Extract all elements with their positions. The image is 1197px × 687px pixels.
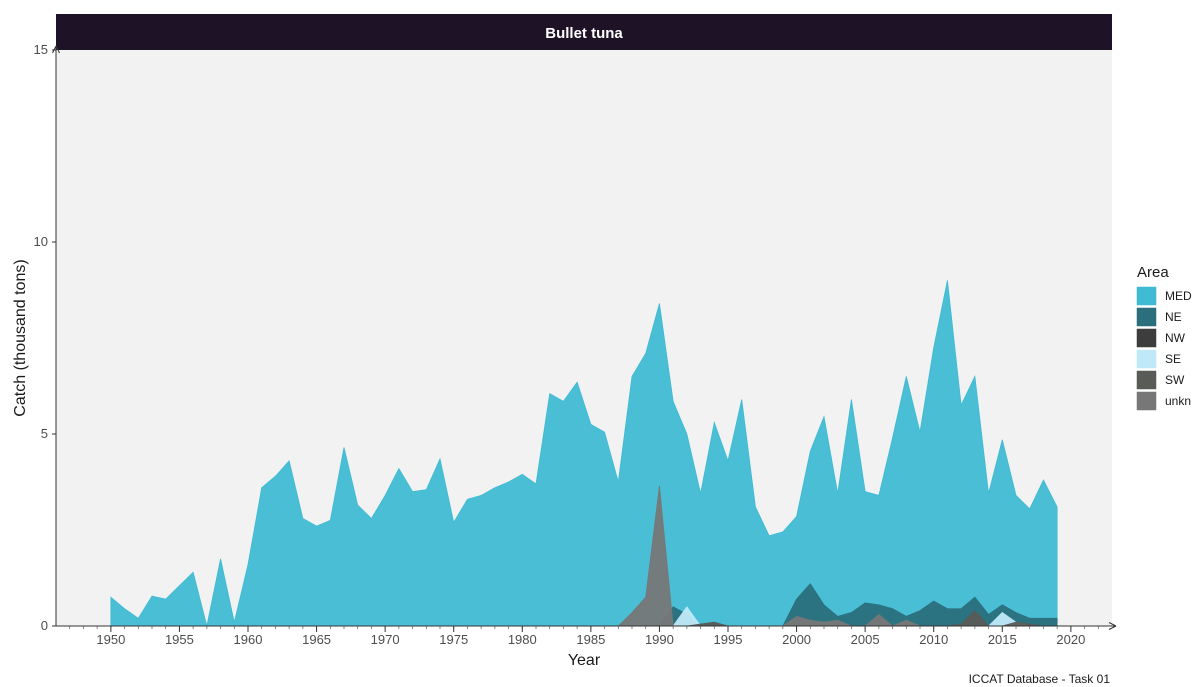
x-tick-label: 1980 [508, 632, 537, 647]
legend-swatch-ne [1136, 307, 1157, 327]
title-strip [56, 14, 1112, 50]
x-tick-label: 2020 [1056, 632, 1085, 647]
legend-label-sw: SW [1165, 373, 1185, 387]
legend-swatch-med [1136, 286, 1157, 306]
legend-label-ne: NE [1165, 310, 1182, 324]
legend-label-unkn: unkn [1165, 394, 1191, 408]
legend-swatch-se [1136, 349, 1157, 369]
y-tick-label: 5 [41, 426, 48, 441]
x-tick-label: 2005 [851, 632, 880, 647]
x-tick-label: 1985 [576, 632, 605, 647]
x-tick-label: 1965 [302, 632, 331, 647]
x-tick-label: 1975 [439, 632, 468, 647]
x-tick-label: 2015 [988, 632, 1017, 647]
legend-label-med: MED [1165, 289, 1192, 303]
y-tick-label: 10 [34, 234, 48, 249]
x-tick-label: 1955 [165, 632, 194, 647]
axes: 1950 1955 1960 1965 1970 1975 1980 1985 1990 1995… [34, 42, 1117, 647]
legend: MED NE NW SE SW unkn [1136, 286, 1192, 411]
area-med [110, 280, 1058, 627]
legend-label-nw: NW [1165, 331, 1186, 345]
legend-swatch-nw [1136, 328, 1157, 348]
legend-swatch-sw [1136, 370, 1157, 390]
legend-title: Area [1137, 264, 1169, 281]
y-axis-title: Catch (thousand tons) [12, 259, 29, 416]
y-tick-label: 0 [41, 618, 48, 633]
x-axis-arrow [1108, 622, 1117, 630]
x-tick-label: 1990 [645, 632, 674, 647]
x-tick-label: 1950 [96, 632, 125, 647]
x-tick-label: 1960 [234, 632, 263, 647]
x-tick-label: 1995 [714, 632, 743, 647]
y-tick-label: 15 [34, 42, 48, 57]
legend-label-se: SE [1165, 352, 1181, 366]
x-axis-title: Year [568, 652, 601, 669]
chart-title: Bullet tuna [545, 25, 623, 42]
x-tick-label: 1970 [371, 632, 400, 647]
legend-swatch-unkn [1136, 391, 1157, 411]
x-tick-label: 2000 [782, 632, 811, 647]
caption: ICCAT Database - Task 01 [969, 672, 1111, 686]
x-tick-label: 2010 [919, 632, 948, 647]
